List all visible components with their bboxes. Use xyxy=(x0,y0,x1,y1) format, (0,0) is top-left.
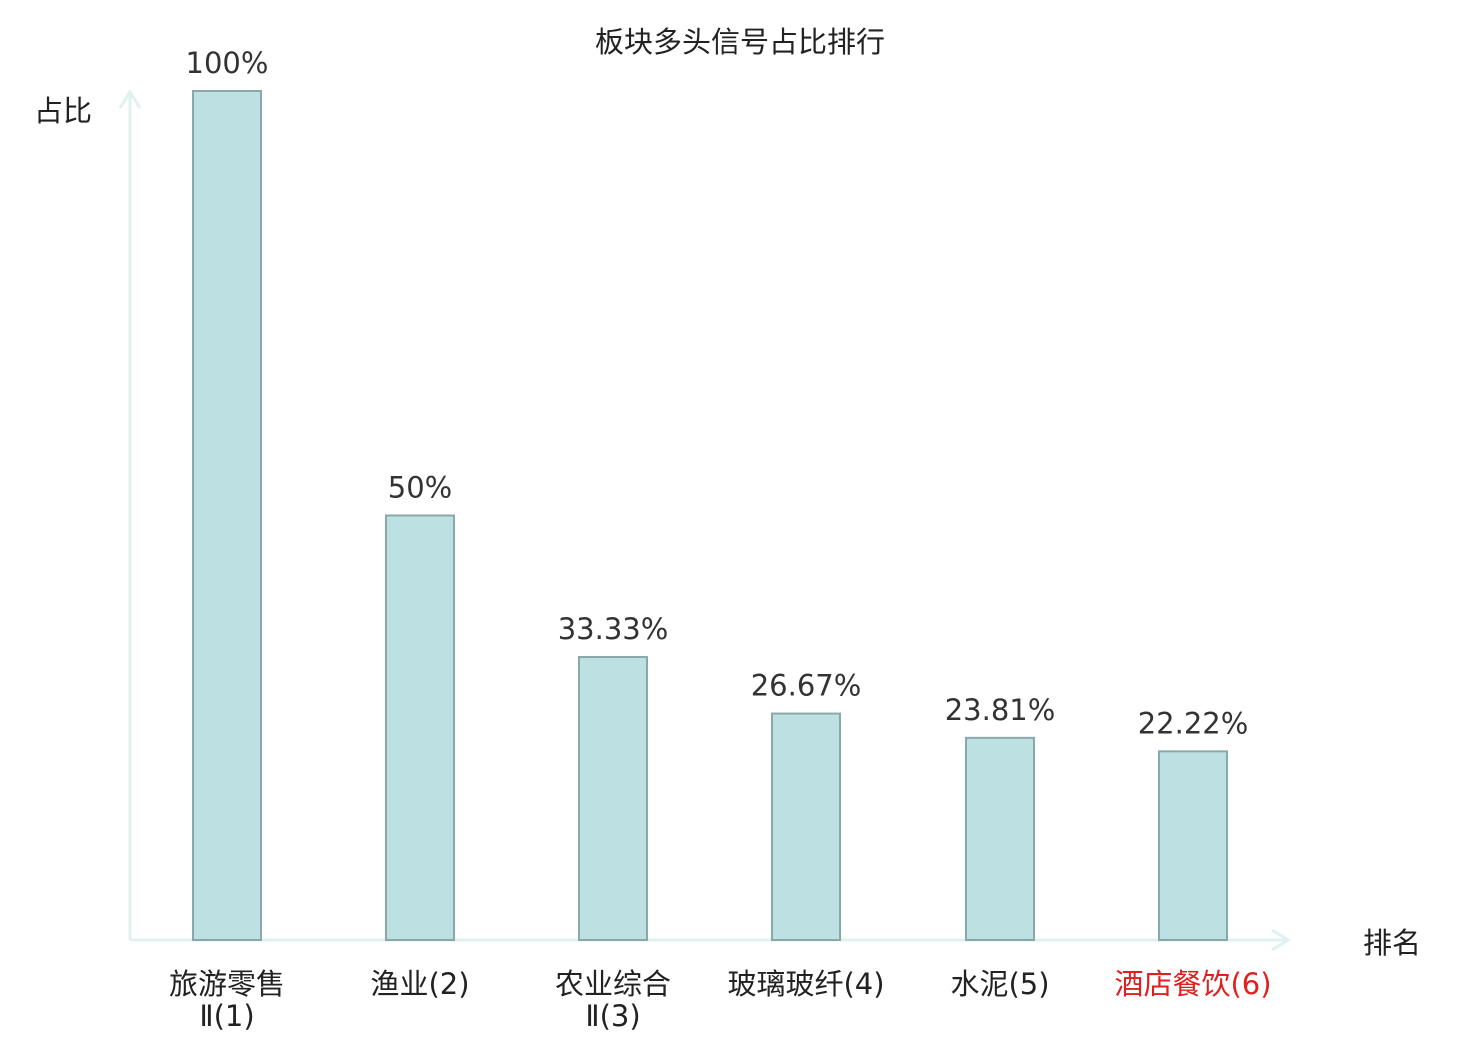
x-axis-label: 排名 xyxy=(1363,926,1421,960)
category-label-1-line-2: Ⅱ(1) xyxy=(199,999,254,1033)
value-label-2: 50% xyxy=(388,471,452,505)
value-label-1: 100% xyxy=(186,46,269,80)
category-label-3-line-2: Ⅱ(3) xyxy=(585,999,640,1033)
bar-4 xyxy=(771,712,841,942)
chart-title: 板块多头信号占比排行 xyxy=(595,25,885,59)
category-label-6: 酒店餐饮(6) xyxy=(1114,967,1271,1001)
y-axis-arrow-icon xyxy=(118,89,142,109)
value-label-6: 22.22% xyxy=(1138,706,1249,740)
value-label-4: 26.67% xyxy=(751,669,862,703)
x-axis-arrow-icon xyxy=(1271,928,1291,952)
y-axis-label: 占比 xyxy=(34,94,92,128)
axes xyxy=(118,89,1291,952)
bars xyxy=(192,90,1228,942)
category-label-2: 渔业(2) xyxy=(370,967,469,1001)
value-labels: 100% 50% 33.33% 26.67% 23.81% 22.22% xyxy=(186,46,1249,740)
bar-3 xyxy=(578,656,648,942)
category-label-1-line-1: 旅游零售 xyxy=(169,967,285,1001)
bar-1 xyxy=(192,90,262,941)
bar-5 xyxy=(965,736,1035,941)
bar-6 xyxy=(1158,750,1228,941)
category-label-4: 玻璃玻纤(4) xyxy=(727,967,884,1001)
category-label-3-line-1: 农业综合 xyxy=(555,967,671,1001)
value-label-3: 33.33% xyxy=(558,612,669,646)
bar-2 xyxy=(385,514,455,941)
value-label-5: 23.81% xyxy=(945,693,1056,727)
category-label-5: 水泥(5) xyxy=(950,967,1049,1001)
